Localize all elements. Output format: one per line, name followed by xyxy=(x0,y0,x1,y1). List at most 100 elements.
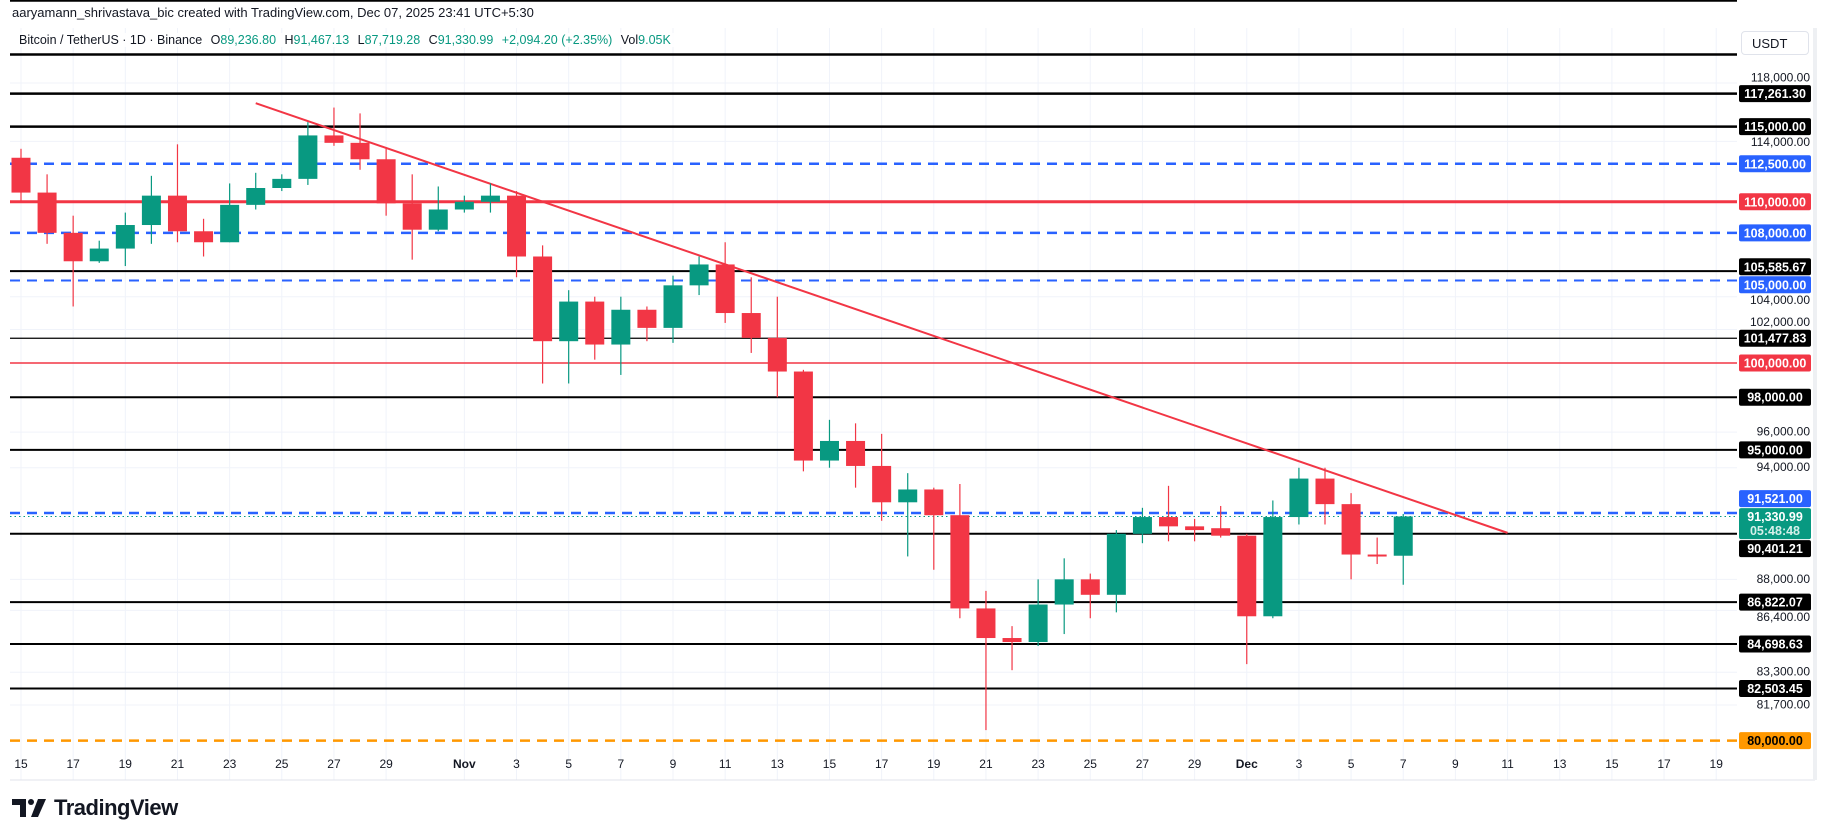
candle-body xyxy=(1211,528,1231,536)
candle xyxy=(246,172,266,210)
bar-countdown: 05:48:48 xyxy=(1750,524,1800,538)
high-key: H xyxy=(284,33,294,47)
candle xyxy=(846,423,866,488)
candle-body xyxy=(1028,604,1048,643)
candle-body xyxy=(1237,535,1257,617)
price-tick-label: 88,000.00 xyxy=(1757,572,1811,586)
close-value: 91,330.99 xyxy=(437,33,494,47)
time-tick-label: 9 xyxy=(670,757,677,771)
candle xyxy=(350,113,370,170)
candle xyxy=(872,433,892,521)
candle-body xyxy=(402,203,422,230)
price-level-label-bg xyxy=(1739,224,1811,242)
price-level-label-bg xyxy=(1739,441,1811,459)
candle-body xyxy=(194,231,214,243)
symbol-name[interactable]: Bitcoin / TetherUS · 1D · Binance xyxy=(19,33,203,47)
candle-body xyxy=(1002,638,1022,643)
price-level-label: 115,000.00 xyxy=(1744,120,1806,134)
candle xyxy=(715,242,735,323)
candle xyxy=(272,174,292,192)
price-level-label: 84,698.63 xyxy=(1747,638,1803,652)
price-level-label: 91,521.00 xyxy=(1747,492,1803,506)
symbol-legend: Bitcoin / TetherUS · 1D · Binance O89,23… xyxy=(17,33,678,47)
time-tick-label: 19 xyxy=(1710,757,1724,771)
price-tick-label: 81,700.00 xyxy=(1757,698,1811,712)
time-tick-label: 23 xyxy=(1031,757,1045,771)
time-tick-label: 11 xyxy=(719,757,732,771)
time-tick-label: 19 xyxy=(927,757,941,771)
candle-body xyxy=(585,301,605,345)
candle xyxy=(1237,533,1257,665)
candle-body xyxy=(976,608,996,639)
candle-body xyxy=(559,301,579,342)
candle-body xyxy=(611,309,631,345)
candle xyxy=(1315,467,1335,525)
candle xyxy=(141,175,161,244)
candle xyxy=(1028,579,1048,647)
candle-body xyxy=(819,440,839,461)
candle-body xyxy=(1080,579,1100,595)
candle xyxy=(1185,518,1205,542)
candle xyxy=(663,275,683,343)
price-level-label-bg xyxy=(1739,732,1811,750)
price-level-label: 117,261.30 xyxy=(1744,87,1806,101)
price-level-label: 98,000.00 xyxy=(1747,391,1803,405)
price-tick-label: 94,000.00 xyxy=(1757,460,1811,474)
time-tick-label: 21 xyxy=(979,757,993,771)
volume-key: Vol xyxy=(620,33,639,47)
candle-body xyxy=(1289,478,1309,518)
candle xyxy=(298,122,318,185)
price-tick-label: 118,000.00 xyxy=(1751,71,1810,85)
candle xyxy=(1367,537,1387,565)
candle-body xyxy=(454,201,474,210)
candle xyxy=(376,147,396,216)
candle xyxy=(194,218,214,257)
price-level-label: 101,477.83 xyxy=(1744,332,1807,346)
time-tick-label: 5 xyxy=(1348,757,1355,771)
price-tick-label: 83,300.00 xyxy=(1757,665,1811,679)
grid-lines xyxy=(10,28,1817,781)
candle-body xyxy=(767,337,787,372)
candle xyxy=(637,306,657,342)
candle xyxy=(741,277,761,353)
candle-body xyxy=(924,489,944,516)
candle xyxy=(11,148,31,202)
descending-trendline[interactable] xyxy=(255,102,1508,534)
price-level-label: 100,000.00 xyxy=(1744,357,1807,371)
price-level-label: 82,503.45 xyxy=(1747,682,1803,696)
time-tick-label: 29 xyxy=(1188,757,1202,771)
candle xyxy=(1132,507,1152,544)
price-level-label-bg xyxy=(1739,276,1811,294)
candle-body xyxy=(689,264,709,286)
candle-body xyxy=(1393,516,1413,556)
candle-body xyxy=(715,264,735,314)
price-level-label-bg xyxy=(1739,540,1811,558)
candle xyxy=(793,369,813,472)
candle xyxy=(1159,485,1179,542)
time-tick-label: 5 xyxy=(565,757,572,771)
candle-body xyxy=(1315,478,1335,505)
candle-body xyxy=(272,178,292,188)
low-key: L xyxy=(357,33,365,47)
currency-button[interactable]: USDT xyxy=(1741,31,1809,55)
time-tick-label: 9 xyxy=(1452,757,1459,771)
candle-body xyxy=(1367,554,1387,557)
price-tick-label: 86,400.00 xyxy=(1757,610,1811,624)
candle-body xyxy=(428,209,448,230)
time-tick-label: 17 xyxy=(875,757,889,771)
price-tick-label: 102,000.00 xyxy=(1750,315,1810,329)
candle-body xyxy=(1341,504,1361,555)
price-level-label-bg xyxy=(1739,85,1811,103)
price-level-label-bg xyxy=(1739,679,1811,697)
tradingview-logo[interactable]: TradingView xyxy=(12,795,178,821)
candle xyxy=(559,290,579,384)
horizontal-levels xyxy=(10,0,1737,742)
candle xyxy=(428,186,448,232)
candle xyxy=(220,183,240,243)
candle-body xyxy=(37,192,57,233)
candle-body xyxy=(63,232,83,262)
candle-body xyxy=(167,195,187,232)
time-tick-label: 15 xyxy=(1605,757,1619,771)
price-level-label: 86,822.07 xyxy=(1747,596,1803,610)
